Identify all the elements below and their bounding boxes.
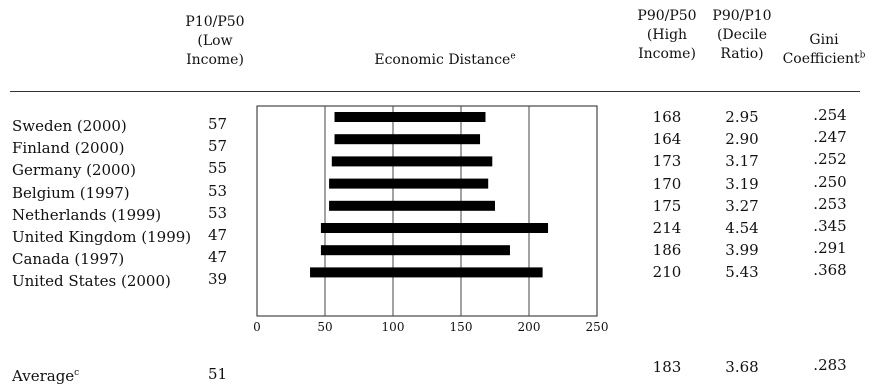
row-p90p50: 170 — [652, 174, 682, 193]
row-gini: .368 — [813, 261, 847, 280]
header-economic-distance-note: e — [510, 51, 516, 62]
header-economic-distance-label: Economic Distance — [374, 52, 511, 68]
x-tick-label: 200 — [518, 320, 541, 334]
average-p90p50: 183 — [652, 358, 682, 376]
bar-united-kingdom-1999 — [320, 223, 549, 233]
header-p10p50-line1: P10/P50 — [185, 14, 245, 30]
row-p90p50: 173 — [652, 152, 682, 171]
row-p90p50: 186 — [652, 241, 682, 260]
row-p90p10: 3.17 — [725, 152, 759, 171]
average-gini: .283 — [813, 356, 847, 374]
row-gini: .253 — [813, 194, 847, 213]
header-p90p50: P90/P50 (High Income) — [632, 7, 702, 64]
header-p90p50-line2: (High — [646, 27, 688, 43]
bar-finland-2000 — [334, 134, 481, 145]
row-p90p10: 2.95 — [725, 108, 759, 126]
row-p90p10: 3.19 — [725, 174, 759, 193]
row-p90p10: 4.54 — [725, 219, 759, 237]
header-gini-note: b — [859, 50, 866, 61]
row-p90p50: 210 — [652, 263, 682, 282]
header-p10p50-line2: (Low — [197, 33, 233, 49]
row-gini: .291 — [813, 239, 847, 258]
row-p90p50: 168 — [652, 108, 682, 126]
average-p90p10: 3.68 — [725, 358, 759, 376]
header-p90p50-line1: P90/P50 — [637, 8, 697, 24]
header-p90p50-line3: Income) — [638, 46, 696, 62]
header-gini-line2: Coefficientb — [782, 50, 866, 69]
row-gini: .345 — [813, 217, 847, 235]
bar-netherlands-1999 — [329, 200, 495, 211]
x-tick-label: 250 — [586, 320, 609, 334]
row-country: Germany (2000) — [12, 161, 136, 180]
header-p90p10-line2: (Decile — [716, 27, 768, 43]
row-p10p50: 47 — [208, 226, 228, 244]
row-p90p10: 5.43 — [725, 263, 759, 282]
x-tick-label: 0 — [253, 320, 261, 334]
row-country: Finland (2000) — [12, 139, 125, 158]
row-country: United States (2000) — [12, 272, 171, 291]
row-country: Netherlands (1999) — [12, 205, 162, 224]
row-p10p50: 53 — [208, 203, 228, 222]
header-gini-line1: Gini — [809, 32, 839, 48]
average-label-text: Average — [12, 367, 75, 385]
header-p10p50: P10/P50 (Low Income) — [180, 13, 250, 70]
bar-canada-1997 — [320, 245, 510, 256]
row-gini: .252 — [813, 150, 847, 169]
header-p90p10-line1: P90/P10 — [712, 8, 772, 24]
row-gini: .250 — [813, 172, 847, 191]
average-label: Averagec — [12, 367, 79, 385]
row-country: United Kingdom (1999) — [12, 228, 192, 246]
header-p90p10-line3: Ratio) — [720, 46, 764, 62]
row-p90p50: 175 — [652, 196, 682, 215]
row-country: Canada (1997) — [12, 250, 125, 269]
x-tick-label: 100 — [382, 320, 405, 334]
bar-united-states-2000 — [310, 267, 543, 278]
header-gini: Gini Coefficientb — [782, 31, 866, 69]
row-country: Belgium (1997) — [12, 183, 130, 202]
row-p10p50: 39 — [208, 270, 228, 289]
x-tick-label: 50 — [317, 320, 332, 334]
bar-germany-2000 — [331, 156, 493, 167]
row-p90p10: 2.90 — [725, 130, 759, 149]
bar-belgium-1997 — [329, 178, 489, 189]
row-p90p10: 3.99 — [725, 241, 759, 260]
row-p90p10: 3.27 — [725, 196, 759, 215]
bar-sweden-2000 — [334, 112, 486, 122]
chart-frame — [256, 105, 598, 317]
row-p10p50: 57 — [208, 115, 228, 133]
row-p10p50: 47 — [208, 248, 228, 267]
header-economic-distance: Economic Distancee — [360, 51, 530, 70]
header-p90p10: P90/P10 (Decile Ratio) — [707, 7, 777, 64]
header-rule — [10, 91, 860, 92]
row-p10p50: 53 — [208, 181, 228, 200]
row-p10p50: 55 — [208, 159, 228, 178]
row-country: Sweden (2000) — [12, 117, 127, 135]
row-gini: .254 — [813, 106, 847, 124]
row-gini: .247 — [813, 128, 847, 147]
header-p10p50-line3: Income) — [186, 52, 244, 68]
row-p90p50: 164 — [652, 130, 682, 149]
average-p10p50: 51 — [208, 365, 228, 383]
x-tick-label: 150 — [450, 320, 473, 334]
row-p10p50: 57 — [208, 137, 228, 156]
row-p90p50: 214 — [652, 219, 682, 237]
average-note: c — [74, 368, 80, 378]
header-gini-line2-text: Coefficient — [782, 51, 860, 67]
